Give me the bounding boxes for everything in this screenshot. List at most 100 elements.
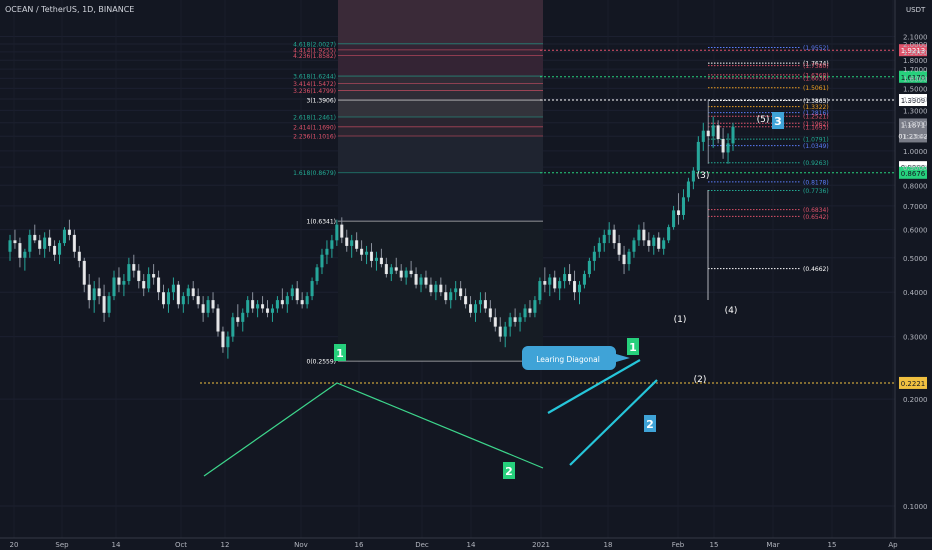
candle-body[interactable] xyxy=(488,308,492,318)
candle-body[interactable] xyxy=(691,170,695,182)
candle-body[interactable] xyxy=(171,284,175,293)
candle-body[interactable] xyxy=(186,288,190,297)
candle-body[interactable] xyxy=(419,277,423,285)
candle-body[interactable] xyxy=(572,281,577,293)
candle-body[interactable] xyxy=(43,237,47,249)
candle-body[interactable] xyxy=(508,317,512,327)
candle-body[interactable] xyxy=(384,264,388,275)
candle-body[interactable] xyxy=(166,292,171,305)
candle-body[interactable] xyxy=(538,281,542,301)
candle-body[interactable] xyxy=(568,274,572,282)
candle-body[interactable] xyxy=(676,210,681,215)
candle-body[interactable] xyxy=(642,229,646,241)
candle-body[interactable] xyxy=(265,308,270,313)
candle-body[interactable] xyxy=(285,296,289,305)
candle-body[interactable] xyxy=(493,317,497,327)
candle-body[interactable] xyxy=(365,251,369,255)
candle-body[interactable] xyxy=(652,237,656,246)
candle-body[interactable] xyxy=(28,234,32,252)
candle-body[interactable] xyxy=(582,274,586,285)
candle-body[interactable] xyxy=(701,130,705,142)
candle-body[interactable] xyxy=(577,284,582,293)
candle-body[interactable] xyxy=(513,317,517,322)
candle-body[interactable] xyxy=(439,284,443,293)
candle-body[interactable] xyxy=(523,308,527,318)
candle-body[interactable] xyxy=(67,229,71,235)
candle-body[interactable] xyxy=(241,312,245,322)
candle-body[interactable] xyxy=(72,234,76,252)
candle-body[interactable] xyxy=(270,308,274,313)
candle-body[interactable] xyxy=(632,240,636,252)
candle-body[interactable] xyxy=(374,257,378,261)
candle-body[interactable] xyxy=(518,317,522,322)
time-axis[interactable]: 20 Sep 14 Oct 12 Nov 16 Dec 14 2021 18 Feb 15 Mar 15 Ap xyxy=(0,537,932,549)
candle-body[interactable] xyxy=(112,277,116,297)
candle-body[interactable] xyxy=(310,281,314,297)
candle-body[interactable] xyxy=(77,251,81,261)
candle-body[interactable] xyxy=(142,281,146,289)
candle-body[interactable] xyxy=(33,234,37,241)
candle-body[interactable] xyxy=(681,197,686,215)
candle-body[interactable] xyxy=(211,300,215,309)
candle-body[interactable] xyxy=(87,284,91,301)
candle-body[interactable] xyxy=(53,245,57,255)
candle-body[interactable] xyxy=(592,251,596,261)
candle-body[interactable] xyxy=(686,181,690,198)
candle-body[interactable] xyxy=(434,284,438,293)
candle-body[interactable] xyxy=(667,227,671,241)
candle-body[interactable] xyxy=(369,251,374,261)
candle-body[interactable] xyxy=(602,234,606,244)
candle-body[interactable] xyxy=(152,274,156,278)
candle-body[interactable] xyxy=(107,296,111,313)
candle-body[interactable] xyxy=(295,288,299,301)
candle-body[interactable] xyxy=(102,296,106,313)
candle-body[interactable] xyxy=(92,288,96,301)
candle-body[interactable] xyxy=(340,224,344,238)
candle-body[interactable] xyxy=(533,300,537,313)
candle-body[interactable] xyxy=(558,281,562,289)
candle-body[interactable] xyxy=(216,308,220,332)
candles[interactable] xyxy=(8,100,735,359)
candle-body[interactable] xyxy=(315,267,319,282)
candle-body[interactable] xyxy=(62,229,67,244)
candle-body[interactable] xyxy=(300,300,304,305)
candle-body[interactable] xyxy=(731,126,735,144)
candle-body[interactable] xyxy=(161,292,166,305)
candle-body[interactable] xyxy=(157,277,161,293)
candle-body[interactable] xyxy=(716,125,720,140)
candle-body[interactable] xyxy=(399,270,403,278)
candle-body[interactable] xyxy=(127,264,131,282)
candle-body[interactable] xyxy=(261,304,265,309)
candle-body[interactable] xyxy=(132,264,136,271)
candle-body[interactable] xyxy=(18,243,22,258)
candle-body[interactable] xyxy=(350,240,354,246)
candle-body[interactable] xyxy=(404,270,408,278)
candle-body[interactable] xyxy=(706,130,710,137)
candle-body[interactable] xyxy=(607,229,611,235)
candle-body[interactable] xyxy=(503,326,507,337)
candle-body[interactable] xyxy=(449,292,453,301)
candle-body[interactable] xyxy=(429,284,433,293)
candle-body[interactable] xyxy=(459,288,463,297)
candle-body[interactable] xyxy=(82,260,86,285)
candle-body[interactable] xyxy=(23,251,27,258)
candle-body[interactable] xyxy=(637,229,641,241)
candle-body[interactable] xyxy=(275,300,279,309)
candle-body[interactable] xyxy=(176,284,180,305)
candle-body[interactable] xyxy=(38,240,42,249)
candle-body[interactable] xyxy=(196,296,200,305)
candle-body[interactable] xyxy=(330,240,334,249)
candle-body[interactable] xyxy=(8,240,12,252)
candle-body[interactable] xyxy=(221,331,225,348)
candle-body[interactable] xyxy=(696,141,700,171)
candle-body[interactable] xyxy=(137,270,141,282)
candle-body[interactable] xyxy=(147,274,151,289)
candle-body[interactable] xyxy=(256,304,260,309)
candle-body[interactable] xyxy=(726,143,730,153)
candle-body[interactable] xyxy=(483,300,487,309)
candle-body[interactable] xyxy=(325,248,329,255)
candle-body[interactable] xyxy=(389,267,393,275)
candle-body[interactable] xyxy=(622,254,626,265)
candle-body[interactable] xyxy=(657,237,661,249)
